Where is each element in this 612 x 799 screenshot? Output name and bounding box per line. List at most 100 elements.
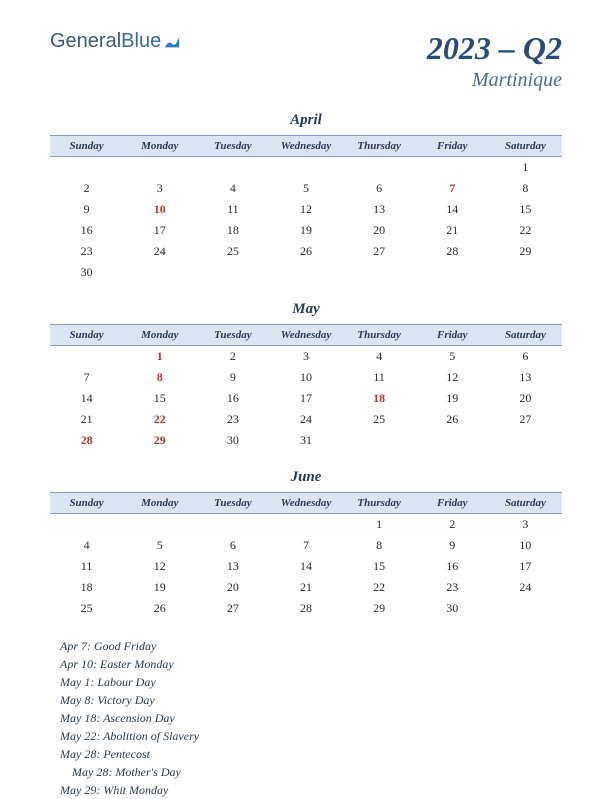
- day-header: Friday: [416, 136, 489, 157]
- calendar-cell: 13: [196, 556, 269, 577]
- calendar-cell: 17: [269, 388, 342, 409]
- calendar-cell-empty: [123, 262, 196, 283]
- calendar-cell: 2: [196, 346, 269, 368]
- calendar-cell: 15: [123, 388, 196, 409]
- holiday-item: May 8: Victory Day: [60, 691, 562, 709]
- calendar-cell-empty: [196, 514, 269, 536]
- calendar-cell: 5: [269, 178, 342, 199]
- calendar-cell-empty: [50, 157, 123, 179]
- calendar-cell: 8: [343, 535, 416, 556]
- logo-text-general: General: [50, 30, 121, 53]
- calendar-cell: 3: [123, 178, 196, 199]
- calendar-cell: 24: [123, 241, 196, 262]
- day-header: Monday: [123, 493, 196, 514]
- calendar-cell: 16: [50, 220, 123, 241]
- calendar-cell: 19: [123, 577, 196, 598]
- calendar-table: SundayMondayTuesdayWednesdayThursdayFrid…: [50, 135, 562, 283]
- calendar-cell: 4: [50, 535, 123, 556]
- holiday-item: May 28: Pentecost: [60, 745, 562, 763]
- calendar-cell: 1: [489, 157, 562, 179]
- day-header: Tuesday: [196, 136, 269, 157]
- calendar-cell: 24: [269, 409, 342, 430]
- holiday-item: May 1: Labour Day: [60, 673, 562, 691]
- calendar-cell: 25: [50, 598, 123, 619]
- calendar-cell: 2: [50, 178, 123, 199]
- calendar-cell: 25: [196, 241, 269, 262]
- day-header: Tuesday: [196, 325, 269, 346]
- calendar-cell: 7: [50, 367, 123, 388]
- calendar-cell: 12: [269, 199, 342, 220]
- calendar-cell: 30: [196, 430, 269, 451]
- calendar-cell: 26: [416, 409, 489, 430]
- calendar-cell: 27: [196, 598, 269, 619]
- day-header: Thursday: [343, 136, 416, 157]
- calendar-cell: 13: [489, 367, 562, 388]
- calendar-cell: 9: [416, 535, 489, 556]
- calendar-cell: 22: [123, 409, 196, 430]
- calendar-cell-empty: [269, 262, 342, 283]
- calendar-cell: 24: [489, 577, 562, 598]
- day-header: Tuesday: [196, 493, 269, 514]
- calendar-table: SundayMondayTuesdayWednesdayThursdayFrid…: [50, 492, 562, 619]
- logo: GeneralBlue: [50, 30, 181, 53]
- calendar-cell: 26: [123, 598, 196, 619]
- region-title: Martinique: [427, 69, 562, 92]
- calendar-cell: 22: [489, 220, 562, 241]
- calendar-cell: 3: [269, 346, 342, 368]
- day-header: Sunday: [50, 136, 123, 157]
- calendar-cell: 18: [343, 388, 416, 409]
- calendars-container: AprilSundayMondayTuesdayWednesdayThursda…: [50, 112, 562, 619]
- calendar-cell-empty: [416, 262, 489, 283]
- calendar-cell: 11: [196, 199, 269, 220]
- calendar-cell: 4: [343, 346, 416, 368]
- calendar-cell: 19: [416, 388, 489, 409]
- calendar-cell: 14: [416, 199, 489, 220]
- holiday-item: May 29: Whit Monday: [60, 781, 562, 799]
- calendar-cell: 10: [269, 367, 342, 388]
- calendar-cell: 8: [489, 178, 562, 199]
- calendar-cell: 4: [196, 178, 269, 199]
- calendar-cell: 11: [50, 556, 123, 577]
- calendar-cell-empty: [196, 262, 269, 283]
- holiday-item: Apr 10: Easter Monday: [60, 655, 562, 673]
- calendar-cell-empty: [489, 598, 562, 619]
- calendar-cell-empty: [123, 157, 196, 179]
- calendar-cell-empty: [196, 157, 269, 179]
- calendar-cell: 29: [343, 598, 416, 619]
- calendar-cell: 7: [269, 535, 342, 556]
- holiday-item: May 18: Ascension Day: [60, 709, 562, 727]
- calendar-cell: 30: [50, 262, 123, 283]
- header: GeneralBlue 2023 – Q2 Martinique: [50, 30, 562, 92]
- calendar-cell: 21: [416, 220, 489, 241]
- calendar-cell: 23: [50, 241, 123, 262]
- calendar-cell-empty: [269, 514, 342, 536]
- holidays-list: Apr 7: Good FridayApr 10: Easter MondayM…: [50, 637, 562, 799]
- calendar-cell: 20: [489, 388, 562, 409]
- calendar-cell: 14: [50, 388, 123, 409]
- calendar-cell: 17: [489, 556, 562, 577]
- calendar-cell-empty: [343, 157, 416, 179]
- day-header: Sunday: [50, 325, 123, 346]
- calendar-cell: 23: [416, 577, 489, 598]
- day-header: Monday: [123, 136, 196, 157]
- month-block: AprilSundayMondayTuesdayWednesdayThursda…: [50, 112, 562, 283]
- calendar-cell: 14: [269, 556, 342, 577]
- day-header: Friday: [416, 325, 489, 346]
- calendar-cell-empty: [269, 157, 342, 179]
- calendar-cell-empty: [416, 157, 489, 179]
- calendar-cell: 9: [50, 199, 123, 220]
- calendar-cell: 23: [196, 409, 269, 430]
- calendar-cell: 2: [416, 514, 489, 536]
- calendar-cell: 1: [343, 514, 416, 536]
- calendar-cell-empty: [343, 430, 416, 451]
- calendar-cell: 28: [416, 241, 489, 262]
- calendar-cell: 5: [123, 535, 196, 556]
- calendar-cell: 19: [269, 220, 342, 241]
- calendar-cell-empty: [416, 430, 489, 451]
- calendar-cell: 29: [489, 241, 562, 262]
- holiday-item: May 28: Mother's Day: [60, 763, 562, 781]
- calendar-cell: 20: [343, 220, 416, 241]
- calendar-cell: 11: [343, 367, 416, 388]
- month-block: JuneSundayMondayTuesdayWednesdayThursday…: [50, 469, 562, 619]
- calendar-cell: 15: [489, 199, 562, 220]
